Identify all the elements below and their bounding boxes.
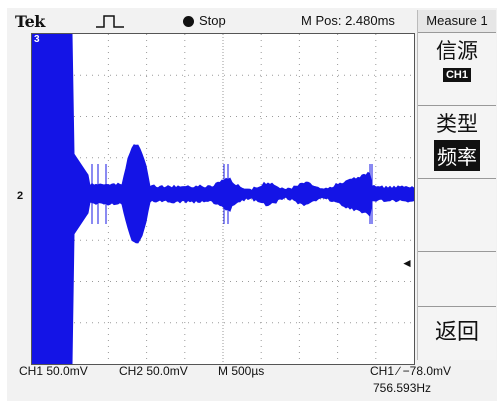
timebase: M 500µs xyxy=(218,364,264,378)
menu-button-empty-2[interactable] xyxy=(418,252,496,307)
trigger-readout: CH1 ∕ −78.0mV xyxy=(370,364,451,378)
measure-menu: Measure 1 信源 CH1 类型 频率 返回 xyxy=(417,10,496,360)
back-button[interactable]: 返回 xyxy=(418,307,496,359)
frequency-readout: 756.593Hz xyxy=(373,381,431,395)
waveform-svg xyxy=(32,34,414,364)
horizontal-position: M Pos: 2.480ms xyxy=(301,13,395,28)
trigger-level-arrow: ◄ xyxy=(401,256,413,270)
back-label: 返回 xyxy=(418,319,496,345)
run-state: Stop xyxy=(199,13,226,28)
source-label: 信源 xyxy=(418,39,496,65)
menu-button-empty-1[interactable] xyxy=(418,179,496,252)
type-label: 类型 xyxy=(418,112,496,138)
ch2-scale: CH2 50.0mV xyxy=(119,364,188,378)
ch3-marker: 3 xyxy=(34,34,40,45)
ch1-waveform xyxy=(32,34,414,364)
run-state-icon xyxy=(183,16,194,27)
source-value: CH1 xyxy=(443,68,471,82)
ch1-ground-marker: 2 xyxy=(17,190,23,202)
type-button[interactable]: 类型 频率 xyxy=(418,106,496,179)
ch1-scale: CH1 50.0mV xyxy=(19,364,88,378)
bottom-status-bar: CH1 50.0mV CH2 50.0mV M 500µs CH1 ∕ −78.… xyxy=(13,362,493,398)
pulse-icon xyxy=(96,13,124,29)
source-button[interactable]: 信源 CH1 xyxy=(418,33,496,106)
waveform-screen xyxy=(31,33,415,365)
top-status-bar: Tek Stop M Pos: 2.480ms xyxy=(13,11,423,33)
type-value: 频率 xyxy=(434,140,480,171)
menu-title: Measure 1 xyxy=(418,10,496,33)
brand-logo: Tek xyxy=(15,12,45,31)
